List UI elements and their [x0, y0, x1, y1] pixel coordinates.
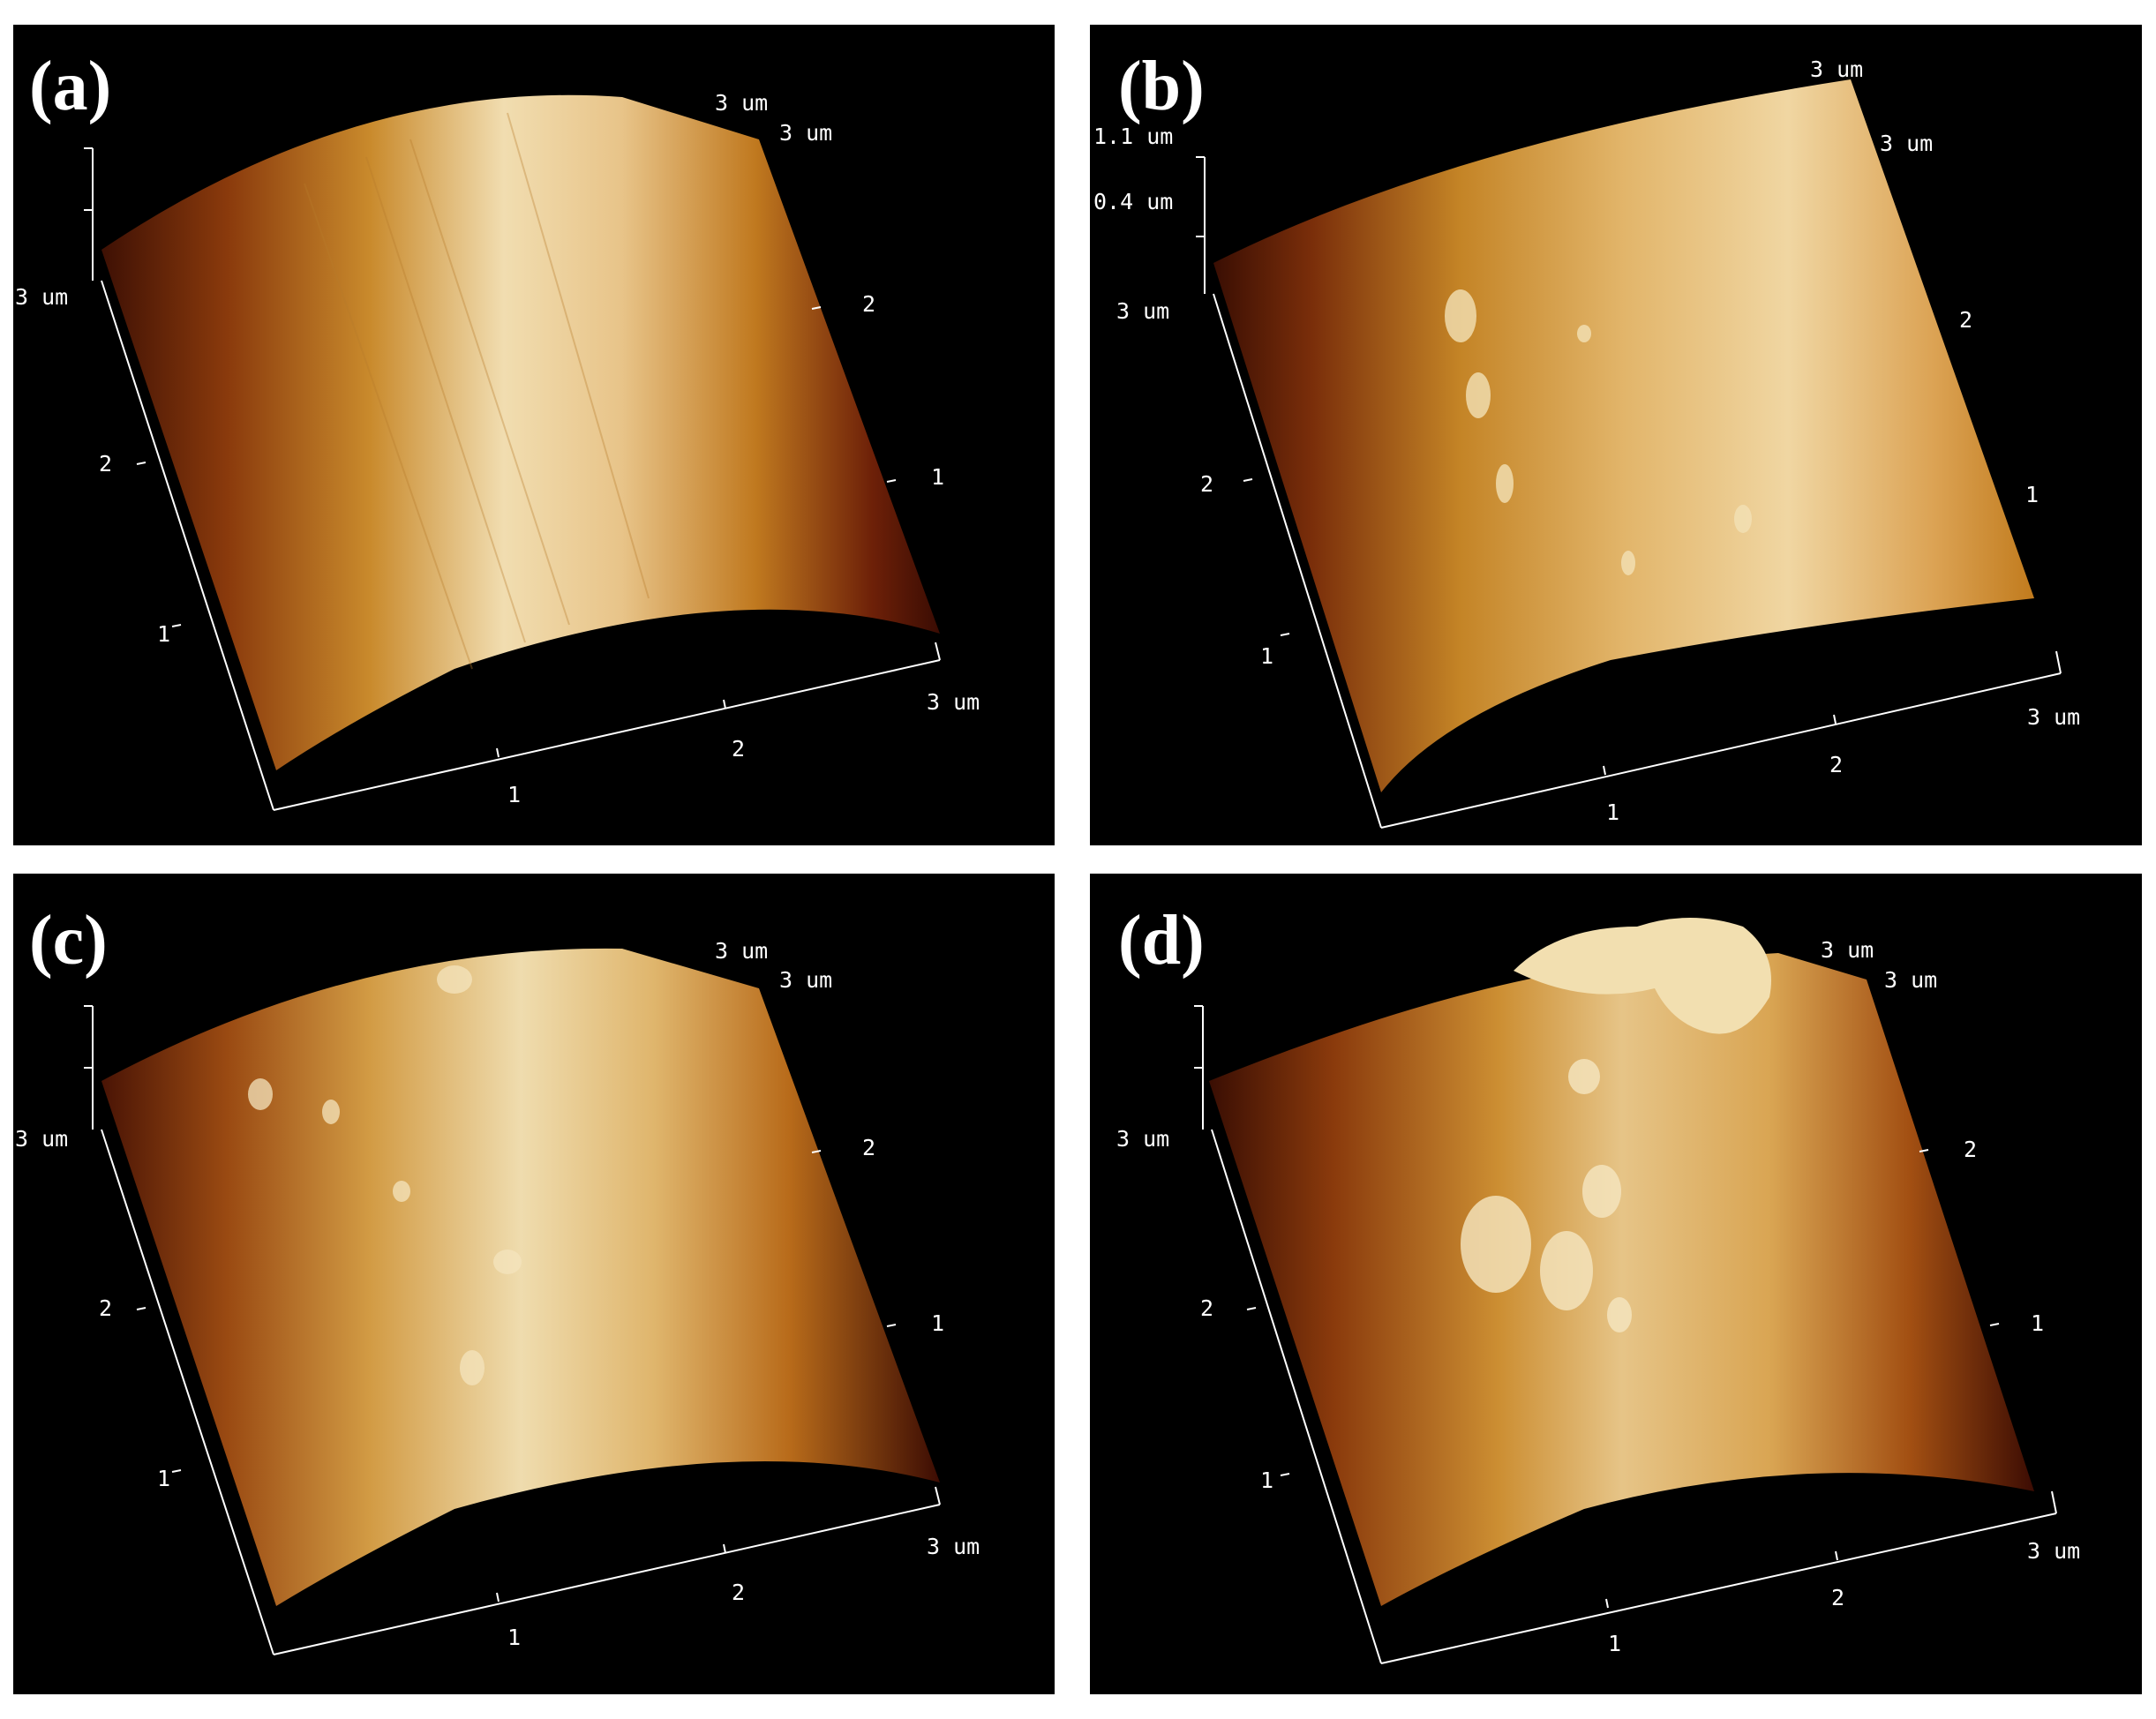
axis-label-top-x: 3 um [715, 938, 769, 964]
axis-label-x-end: 3 um [927, 689, 980, 715]
axis-tick-y-2: 2 [862, 291, 876, 317]
afm-panel-c: (c) 3 um 3 um 3 um 2 1 2 1 1 2 3 um [13, 874, 1055, 1694]
axis-label-top-y: 3 um [1884, 967, 1938, 993]
axis-tick-left-1: 1 [1260, 643, 1274, 669]
axis-tick-y-1: 1 [2031, 1310, 2045, 1336]
afm-surface-c [84, 948, 941, 1655]
axis-tick-y-1: 1 [931, 1310, 945, 1336]
axis-tick-left-2: 2 [99, 1295, 113, 1321]
afm-surface-a [84, 94, 941, 811]
axis-label-z-top: 1.1 um [1093, 124, 1174, 149]
axis-label-top-x: 3 um [715, 90, 769, 116]
axis-tick-x-2: 2 [732, 1580, 746, 1605]
panel-label: (c) [29, 902, 108, 980]
axis-label-top-y: 3 um [1880, 131, 1934, 156]
afm-panel-b: (b) 3 um 3 um 1.1 um 0.4 um 3 um 2 1 2 1… [1090, 25, 2142, 845]
axis-label-top-y: 3 um [779, 967, 833, 993]
afm-panel-a: (a) 3 um 3 um 3 um 2 1 2 1 1 2 3 um [13, 25, 1055, 845]
axis-label-top-y: 3 um [779, 120, 833, 146]
axis-label-x-end: 3 um [927, 1534, 980, 1559]
afm-surface-d [1194, 918, 2057, 1664]
axis-tick-x-1: 1 [507, 1625, 522, 1650]
axis-label-top-x: 3 um [1810, 56, 1864, 82]
axis-label-z-mid: 0.4 um [1093, 189, 1174, 214]
axis-tick-left-2: 2 [99, 451, 113, 477]
axis-label-left-z: 3 um [15, 284, 69, 310]
axis-tick-left-1: 1 [157, 1466, 171, 1491]
axis-tick-x-1: 1 [507, 782, 522, 807]
axis-tick-left-2: 2 [1200, 1295, 1214, 1321]
axis-label-left-z: 3 um [1116, 298, 1170, 324]
afm-surface-b [1196, 79, 2062, 829]
axis-tick-left-2: 2 [1200, 471, 1214, 497]
axis-tick-y-1: 1 [2025, 482, 2040, 507]
axis-tick-x-2: 2 [1831, 1585, 1845, 1610]
axis-tick-y-2: 2 [1959, 307, 1973, 333]
axis-tick-y-2: 2 [1964, 1137, 1978, 1162]
axis-label-left-z: 3 um [15, 1126, 69, 1152]
axis-tick-y-1: 1 [931, 464, 945, 490]
panel-label: (d) [1118, 902, 1205, 980]
axis-tick-y-2: 2 [862, 1135, 876, 1160]
panel-label: (b) [1118, 48, 1205, 125]
axis-tick-x-2: 2 [1829, 752, 1844, 777]
axis-tick-left-1: 1 [1260, 1468, 1274, 1493]
axis-tick-x-1: 1 [1606, 799, 1620, 825]
axis-tick-x-2: 2 [732, 736, 746, 762]
panel-label: (a) [29, 48, 112, 125]
axis-tick-left-1: 1 [157, 621, 171, 647]
axis-label-x-end: 3 um [2027, 704, 2081, 730]
axis-label-top-x: 3 um [1821, 937, 1874, 963]
axis-label-left-z: 3 um [1116, 1126, 1170, 1152]
axis-tick-x-1: 1 [1608, 1631, 1622, 1656]
afm-panel-d: (d) 3 um 3 um 3 um 2 1 2 1 1 2 3 um [1090, 874, 2142, 1694]
axis-label-x-end: 3 um [2027, 1538, 2081, 1564]
